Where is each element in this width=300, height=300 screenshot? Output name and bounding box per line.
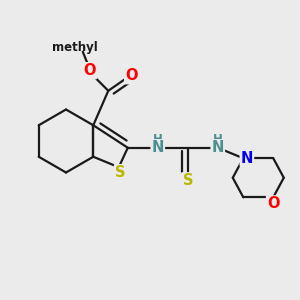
Text: N: N [212,140,224,155]
Text: H: H [213,133,223,146]
Text: S: S [115,165,125,180]
Text: O: O [83,63,96,78]
Text: methyl: methyl [52,41,98,54]
Text: O: O [125,68,138,83]
Text: S: S [182,173,193,188]
Text: N: N [241,151,253,166]
Text: O: O [267,196,280,211]
Text: H: H [153,133,163,146]
Text: N: N [152,140,164,155]
